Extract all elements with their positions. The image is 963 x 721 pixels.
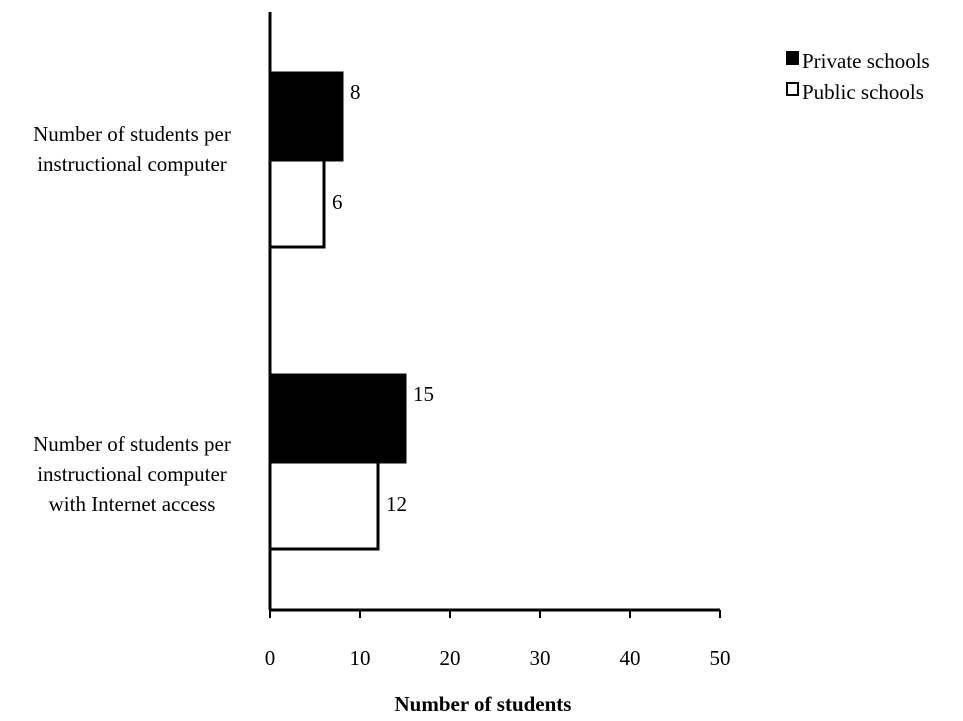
data-label: 8 — [350, 80, 361, 104]
x-tick-label: 40 — [620, 646, 641, 670]
bar-private-0 — [268, 71, 344, 162]
x-ticks: 0 10 20 30 40 50 — [265, 610, 731, 670]
category-label-line: Number of students per — [33, 122, 231, 146]
bar-public-0 — [268, 158, 326, 249]
category-label-0: Number of students per instructional comp… — [33, 122, 231, 176]
legend-swatch-private — [786, 51, 799, 65]
category-label-line: Number of students per — [33, 432, 231, 456]
x-tick-label: 20 — [440, 646, 461, 670]
axes-layer — [268, 12, 720, 612]
category-labels: Number of students per instructional comp… — [33, 122, 231, 516]
data-label: 6 — [332, 190, 343, 214]
legend: Private schools Public schools — [786, 49, 930, 104]
category-label-line: instructional computer — [37, 462, 227, 486]
x-axis-label: Number of students — [395, 692, 572, 716]
bar-public-1 — [268, 460, 380, 551]
data-labels: 8 6 15 12 — [332, 80, 434, 516]
category-label-line: instructional computer — [37, 152, 227, 176]
data-label: 15 — [413, 382, 434, 406]
bar-private-1 — [268, 373, 407, 464]
legend-label: Private schools — [802, 49, 930, 73]
x-tick-label: 50 — [710, 646, 731, 670]
category-label-line: with Internet access — [49, 492, 216, 516]
category-label-1: Number of students per instructional comp… — [33, 432, 231, 516]
data-label: 12 — [386, 492, 407, 516]
legend-swatch-public — [786, 82, 799, 96]
x-tick-label: 0 — [265, 646, 276, 670]
x-tick-label: 10 — [350, 646, 371, 670]
legend-label: Public schools — [802, 80, 924, 104]
bars-layer — [268, 71, 407, 551]
x-tick-label: 30 — [530, 646, 551, 670]
